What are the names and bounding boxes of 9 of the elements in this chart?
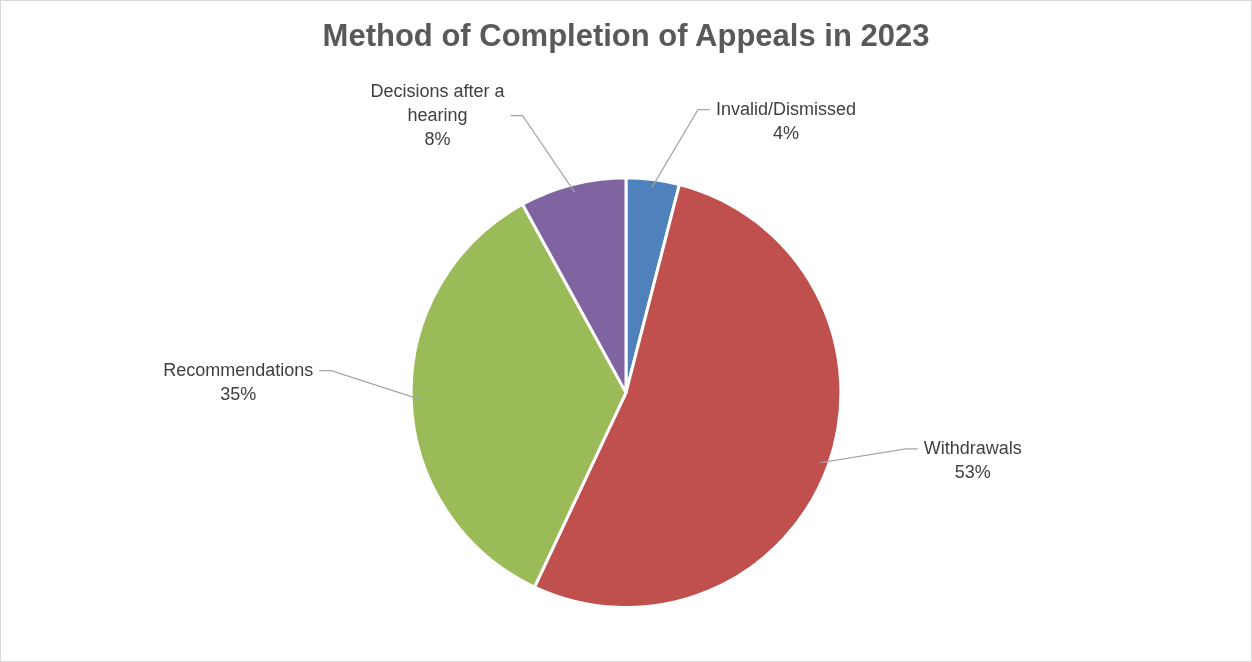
data-label: 4% (772, 122, 799, 143)
data-label: 8% (424, 128, 451, 149)
chart-title: Method of Completion of Appeals in 2023 (322, 18, 930, 54)
slice-label: Recommendations (163, 359, 314, 380)
slice-label: Invalid/Dismissed (715, 98, 856, 119)
data-label: 35% (220, 383, 257, 404)
slice-label: Withdrawals (923, 437, 1022, 458)
data-label: 53% (954, 461, 991, 482)
slice-label: Decisions after a hearing (370, 80, 506, 125)
